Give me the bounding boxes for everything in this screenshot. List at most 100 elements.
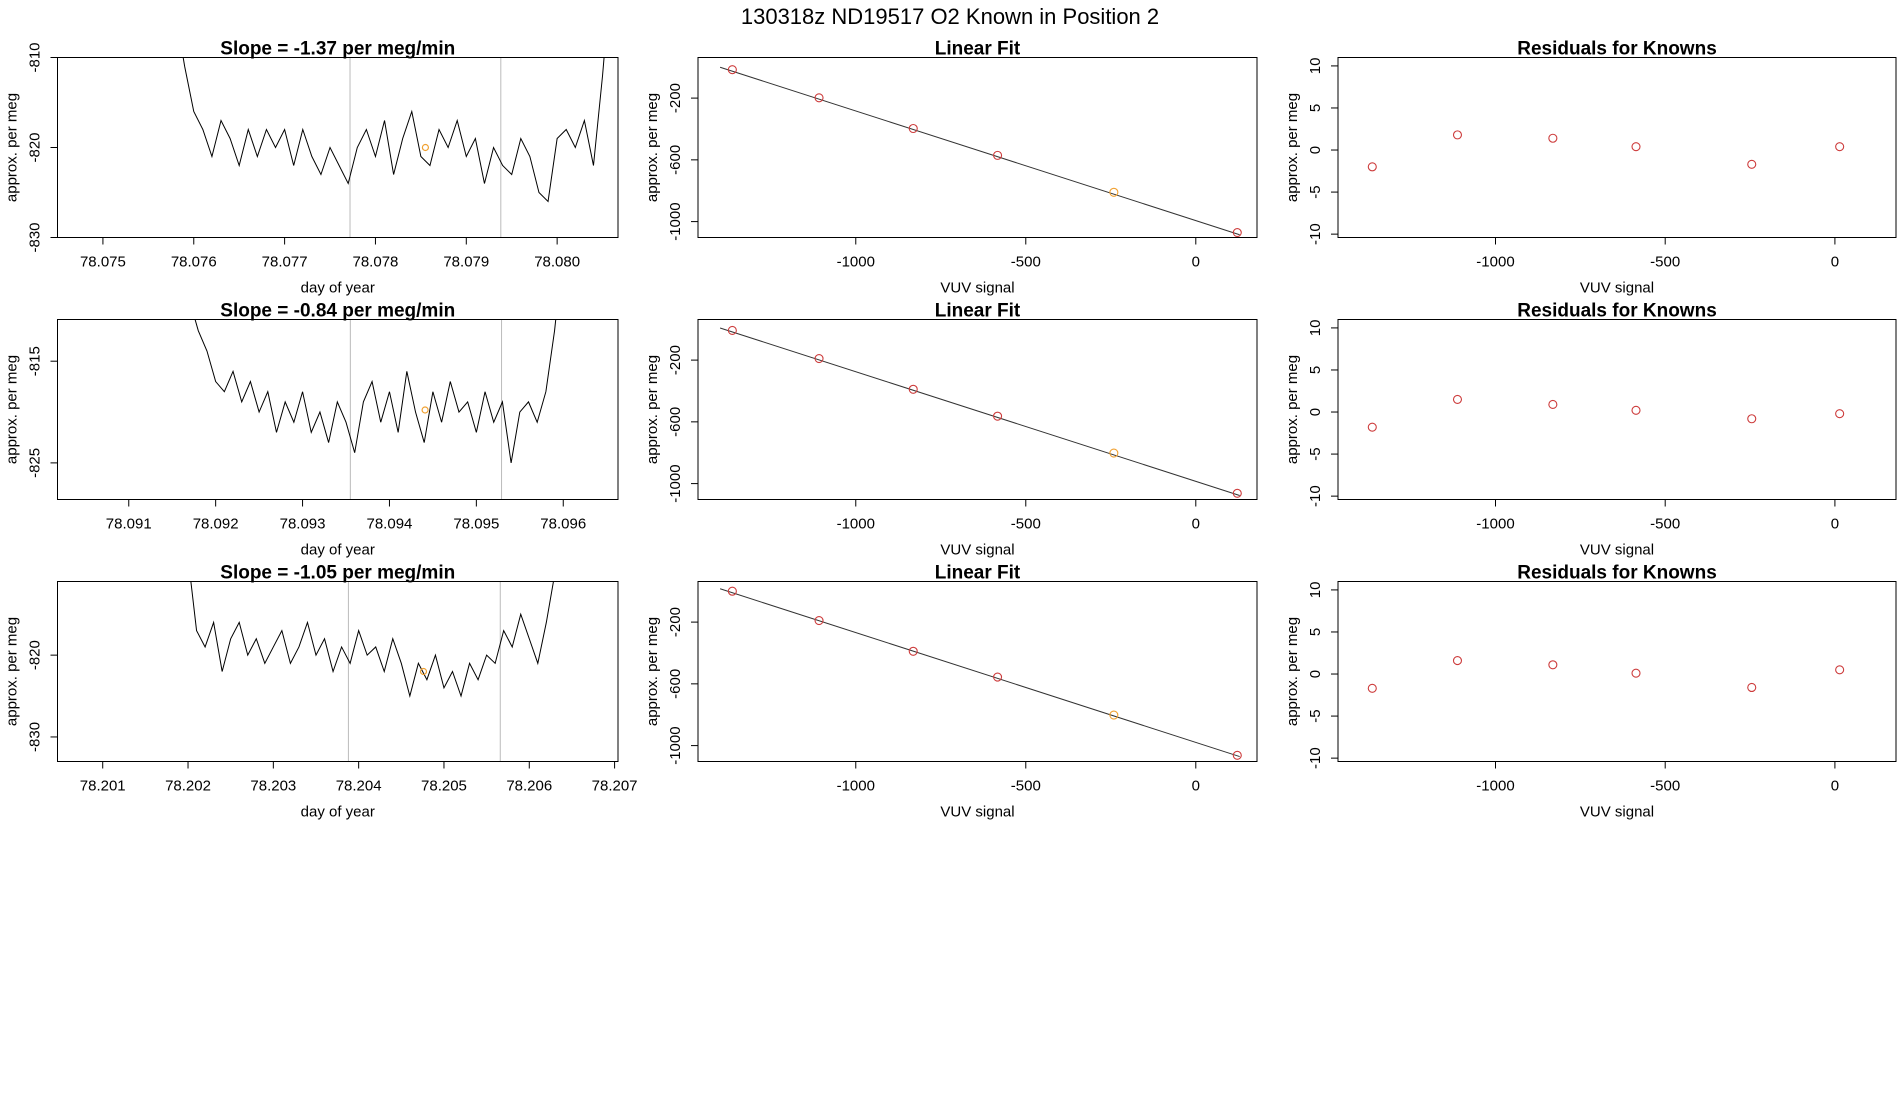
y-tick-label: -200 (667, 345, 684, 375)
point (1835, 409, 1845, 419)
point (993, 672, 1003, 682)
y-tick-label: -830 (26, 222, 43, 252)
y-tick-label: -600 (667, 145, 684, 175)
series-line (182, 57, 605, 203)
point (1747, 682, 1757, 693)
x-tick-label: 0 (1192, 777, 1200, 794)
point (727, 325, 737, 336)
x-tick-label: 78.202 (165, 777, 211, 794)
x-tick-label: 78.203 (250, 777, 296, 794)
y-tick-label: 0 (1307, 670, 1324, 678)
point (908, 384, 918, 394)
x-tick-label: 78.077 (262, 253, 308, 270)
y-tick-label: 5 (1307, 366, 1324, 374)
point (993, 411, 1003, 421)
x-axis-label: VUV signal (940, 279, 1014, 296)
x-tick-label: 78.091 (106, 515, 152, 532)
point (1367, 683, 1377, 693)
y-axis-label: approx. per meg (3, 617, 20, 726)
y-tick-label: 10 (1307, 320, 1324, 337)
plot-frame (1337, 581, 1897, 762)
y-tick-label: 10 (1307, 582, 1324, 599)
x-tick-label: 0 (1192, 253, 1200, 270)
fit-line (719, 588, 1240, 758)
x-axis-label: VUV signal (940, 541, 1014, 558)
y-tick-label: -10 (1307, 485, 1324, 507)
x-tick-label: -1000 (837, 253, 875, 270)
y-tick-label: -10 (1307, 223, 1324, 245)
point (1109, 448, 1119, 458)
x-axis-label: VUV signal (1580, 803, 1654, 820)
x-tick-label: 78.080 (534, 253, 580, 270)
point (1548, 399, 1558, 410)
y-axis-label: approx. per meg (1284, 355, 1301, 464)
panel: Linear Fit VUV signal approx. per meg -1000… (644, 563, 1258, 820)
y-tick-label: -1000 (667, 202, 684, 240)
y-tick-label: -830 (26, 722, 43, 752)
point (1835, 142, 1845, 152)
panel-title: Slope = -1.37 per meg/min (220, 39, 455, 60)
point (1548, 660, 1558, 670)
y-tick-label: 5 (1307, 104, 1324, 112)
x-tick-label: 78.079 (443, 253, 489, 270)
y-tick-label: 0 (1307, 408, 1324, 416)
x-axis-label: day of year (301, 541, 375, 558)
point (993, 150, 1003, 160)
y-tick-label: 10 (1307, 58, 1324, 75)
x-tick-label: 78.076 (171, 253, 217, 270)
point (727, 586, 737, 596)
x-tick-label: 0 (1831, 515, 1839, 532)
panel-title: Residuals for Knowns (1517, 39, 1717, 60)
y-axis-label: approx. per meg (644, 93, 661, 202)
point (1109, 187, 1119, 197)
plot-frame (57, 581, 619, 762)
point (908, 646, 918, 656)
y-tick-label: -600 (667, 407, 684, 437)
y-tick-label: -815 (26, 346, 43, 376)
x-tick-label: -500 (1650, 777, 1680, 794)
fit-line (719, 66, 1240, 236)
point (1631, 668, 1641, 678)
x-axis-label: VUV signal (1580, 279, 1654, 296)
panel: Linear Fit VUV signal approx. per meg -1000… (644, 39, 1258, 296)
plot-frame (57, 57, 619, 238)
y-tick-label: -10 (1307, 747, 1324, 769)
y-axis-label: approx. per meg (644, 617, 661, 726)
plot-frame (697, 57, 1258, 238)
panel: Slope = -1.05 per meg/min day of year appr… (3, 563, 638, 821)
y-axis-label: approx. per meg (644, 355, 661, 464)
x-tick-label: -1000 (837, 515, 875, 532)
highlight-point (421, 143, 430, 152)
x-tick-label: -1000 (1476, 253, 1514, 270)
x-tick-label: -500 (1011, 253, 1041, 270)
point (1232, 488, 1242, 498)
point (1367, 422, 1377, 432)
x-tick-label: -1000 (1476, 777, 1514, 794)
highlight-point (419, 667, 428, 676)
point (1631, 142, 1641, 152)
figure-title: 130318z ND19517 O2 Known in Position 2 (741, 4, 1159, 29)
plot-frame (1337, 57, 1897, 238)
plot-frame (697, 319, 1258, 500)
x-tick-label: -500 (1011, 515, 1041, 532)
x-tick-label: 78.096 (540, 515, 586, 532)
x-tick-label: 78.092 (193, 515, 239, 532)
y-tick-label: -5 (1307, 447, 1324, 460)
x-tick-label: -500 (1650, 253, 1680, 270)
y-tick-label: -5 (1307, 709, 1324, 722)
y-axis-label: approx. per meg (3, 93, 20, 202)
panel-title: Slope = -0.84 per meg/min (220, 301, 455, 322)
x-tick-label: -500 (1011, 777, 1041, 794)
panel-title: Linear Fit (935, 301, 1021, 322)
point (814, 354, 824, 364)
x-tick-label: -1000 (1476, 515, 1514, 532)
y-tick-label: -825 (26, 448, 43, 478)
point (1367, 162, 1377, 172)
point (1109, 710, 1119, 720)
x-tick-label: 78.093 (280, 515, 326, 532)
x-tick-label: 78.206 (506, 777, 552, 794)
x-tick-label: 78.207 (592, 777, 638, 794)
point (1452, 394, 1463, 404)
y-tick-label: -810 (26, 42, 43, 72)
